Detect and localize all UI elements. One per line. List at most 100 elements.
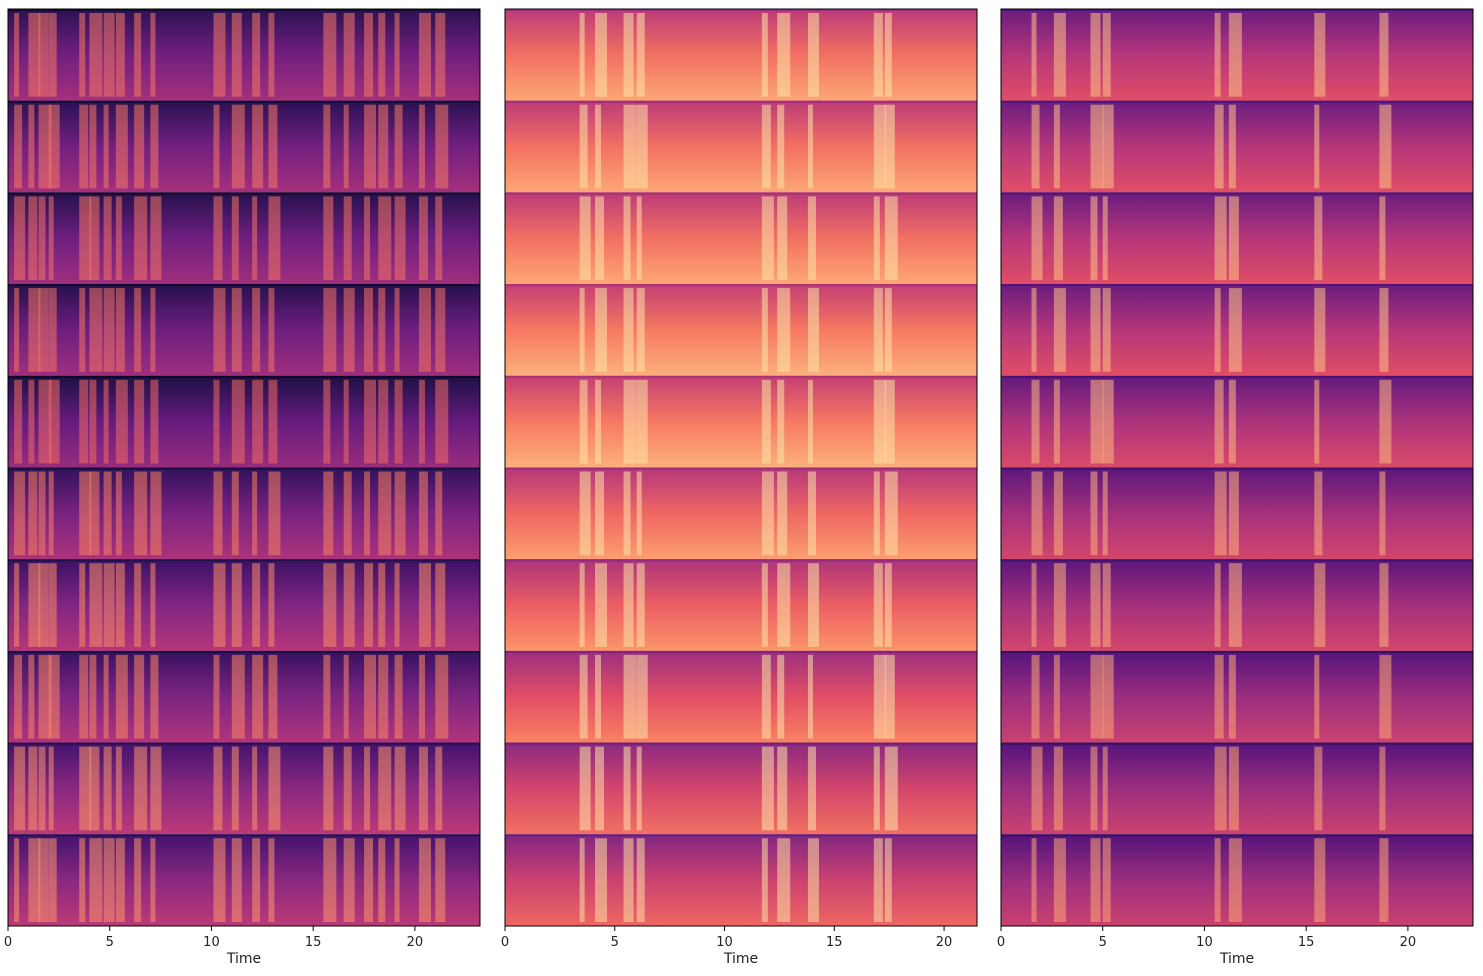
spectrogram-burst	[252, 288, 261, 372]
spectrogram-burst	[623, 654, 637, 739]
spectrogram-burst	[28, 563, 41, 647]
spectrogram-burst	[595, 288, 608, 372]
spectrogram-burst	[884, 196, 898, 281]
spectrogram-burst	[884, 654, 895, 739]
spectrogram-band	[505, 742, 977, 835]
spectrogram-burst	[636, 379, 648, 464]
spectrogram-burst	[595, 196, 605, 281]
spectrogram-burst	[595, 104, 602, 189]
spectrogram-burst	[1214, 379, 1224, 464]
spectrogram-burst	[213, 563, 226, 647]
panel-frame-3	[1000, 8, 1474, 927]
x-tick-label: 5	[106, 935, 114, 950]
spectrogram-band	[505, 100, 977, 193]
spectrogram-band	[505, 9, 977, 101]
band-separator	[1001, 100, 1473, 103]
spectrogram-burst	[268, 471, 281, 556]
spectrogram-burst	[1031, 13, 1037, 97]
spectrogram-burst	[1053, 471, 1063, 556]
spectrogram-burst	[79, 838, 86, 922]
spectrogram-burst	[1031, 104, 1040, 189]
spectrogram-band	[8, 467, 480, 560]
x-tick-label: 0	[501, 935, 509, 950]
spectrogram-burst	[323, 196, 334, 281]
spectrogram-band	[505, 467, 977, 560]
spectrogram-burst	[150, 288, 156, 372]
spectrogram-burst	[1314, 746, 1323, 831]
spectrogram-burst	[1228, 471, 1239, 556]
spectrogram-burst	[636, 746, 642, 831]
spectrogram-burst	[364, 104, 377, 189]
spectrogram-burst	[134, 13, 142, 97]
spectrogram-band	[1001, 100, 1473, 193]
spectrogram-burst	[761, 379, 771, 464]
spectrogram-burst	[1314, 563, 1326, 647]
spectrogram-burst	[884, 379, 895, 464]
spectrogram-burst	[134, 838, 142, 922]
spectrogram-burst	[394, 563, 400, 647]
spectrogram-burst	[873, 379, 886, 464]
spectrogram-burst	[150, 563, 156, 647]
spectrogram-burst	[579, 563, 585, 647]
spectrogram-burst	[435, 104, 449, 189]
spectrogram-burst	[595, 654, 602, 739]
spectrogram-band	[8, 742, 480, 835]
spectrogram-burst	[579, 196, 591, 281]
spectrogram-burst	[323, 379, 331, 464]
spectrogram-burst	[28, 13, 41, 97]
spectrogram-burst	[134, 563, 142, 647]
spectrogram-burst	[343, 196, 352, 281]
spectrogram-burst	[636, 13, 645, 97]
spectrogram-burst	[343, 563, 355, 647]
spectrogram-burst	[579, 471, 591, 556]
spectrogram-burst	[103, 196, 112, 281]
panel-frame-1	[7, 8, 481, 927]
spectrogram-burst	[28, 196, 38, 281]
x-tick-label: 20	[407, 935, 424, 950]
spectrogram-burst	[873, 838, 883, 922]
spectrogram-burst	[1053, 288, 1066, 372]
spectrogram-burst	[761, 563, 768, 647]
spectrogram-burst	[231, 288, 242, 372]
spectrogram-burst	[623, 379, 637, 464]
spectrogram-burst	[79, 471, 92, 556]
spectrogram-burst	[1090, 288, 1101, 372]
spectrogram-burst	[364, 379, 377, 464]
spectrogram-burst	[1228, 288, 1242, 372]
spectrogram-burst	[873, 654, 886, 739]
spectrogram-burst	[394, 379, 403, 464]
spectrogram-burst	[89, 288, 103, 372]
spectrogram-burst	[1090, 471, 1098, 556]
spectrogram-burst	[38, 13, 49, 97]
spectrogram-burst	[213, 379, 220, 464]
spectrogram-burst	[1228, 746, 1239, 831]
spectrogram-burst	[378, 379, 389, 464]
spectrogram-burst	[1314, 104, 1320, 189]
spectrogram-burst	[28, 654, 35, 739]
spectrogram-burst	[418, 838, 431, 922]
spectrogram-burst	[636, 104, 648, 189]
spectrogram-burst	[103, 104, 109, 189]
spectrogram-band	[8, 9, 480, 101]
spectrogram-burst	[777, 104, 785, 189]
spectrogram-burst	[1314, 13, 1326, 97]
spectrogram-burst	[268, 379, 278, 464]
spectrogram-burst	[115, 471, 122, 556]
spectrogram-burst	[884, 746, 898, 831]
spectrogram-burst	[103, 746, 112, 831]
spectrogram-burst	[38, 104, 52, 189]
band-separator	[8, 559, 480, 562]
spectrogram-burst	[14, 104, 23, 189]
spectrogram-burst	[115, 654, 128, 739]
band-separator	[1001, 192, 1473, 195]
x-tick-label: 5	[1099, 935, 1107, 950]
spectrogram-burst	[268, 288, 275, 372]
spectrogram-burst	[252, 196, 258, 281]
spectrogram-burst	[807, 471, 816, 556]
spectrogram-burst	[1102, 288, 1111, 372]
spectrogram-burst	[231, 563, 242, 647]
spectrogram-burst	[777, 471, 788, 556]
spectrogram-burst	[252, 471, 258, 556]
spectrogram-burst	[394, 746, 406, 831]
band-separator	[8, 467, 480, 470]
